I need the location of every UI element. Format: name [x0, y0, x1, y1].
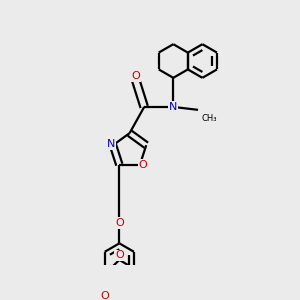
Text: O: O: [131, 71, 140, 81]
Text: N: N: [106, 139, 115, 149]
Text: N: N: [169, 102, 178, 112]
Text: O: O: [115, 250, 124, 260]
Text: CH₃: CH₃: [202, 114, 217, 123]
Text: O: O: [100, 291, 109, 300]
Text: O: O: [138, 160, 147, 170]
Text: O: O: [115, 218, 124, 228]
